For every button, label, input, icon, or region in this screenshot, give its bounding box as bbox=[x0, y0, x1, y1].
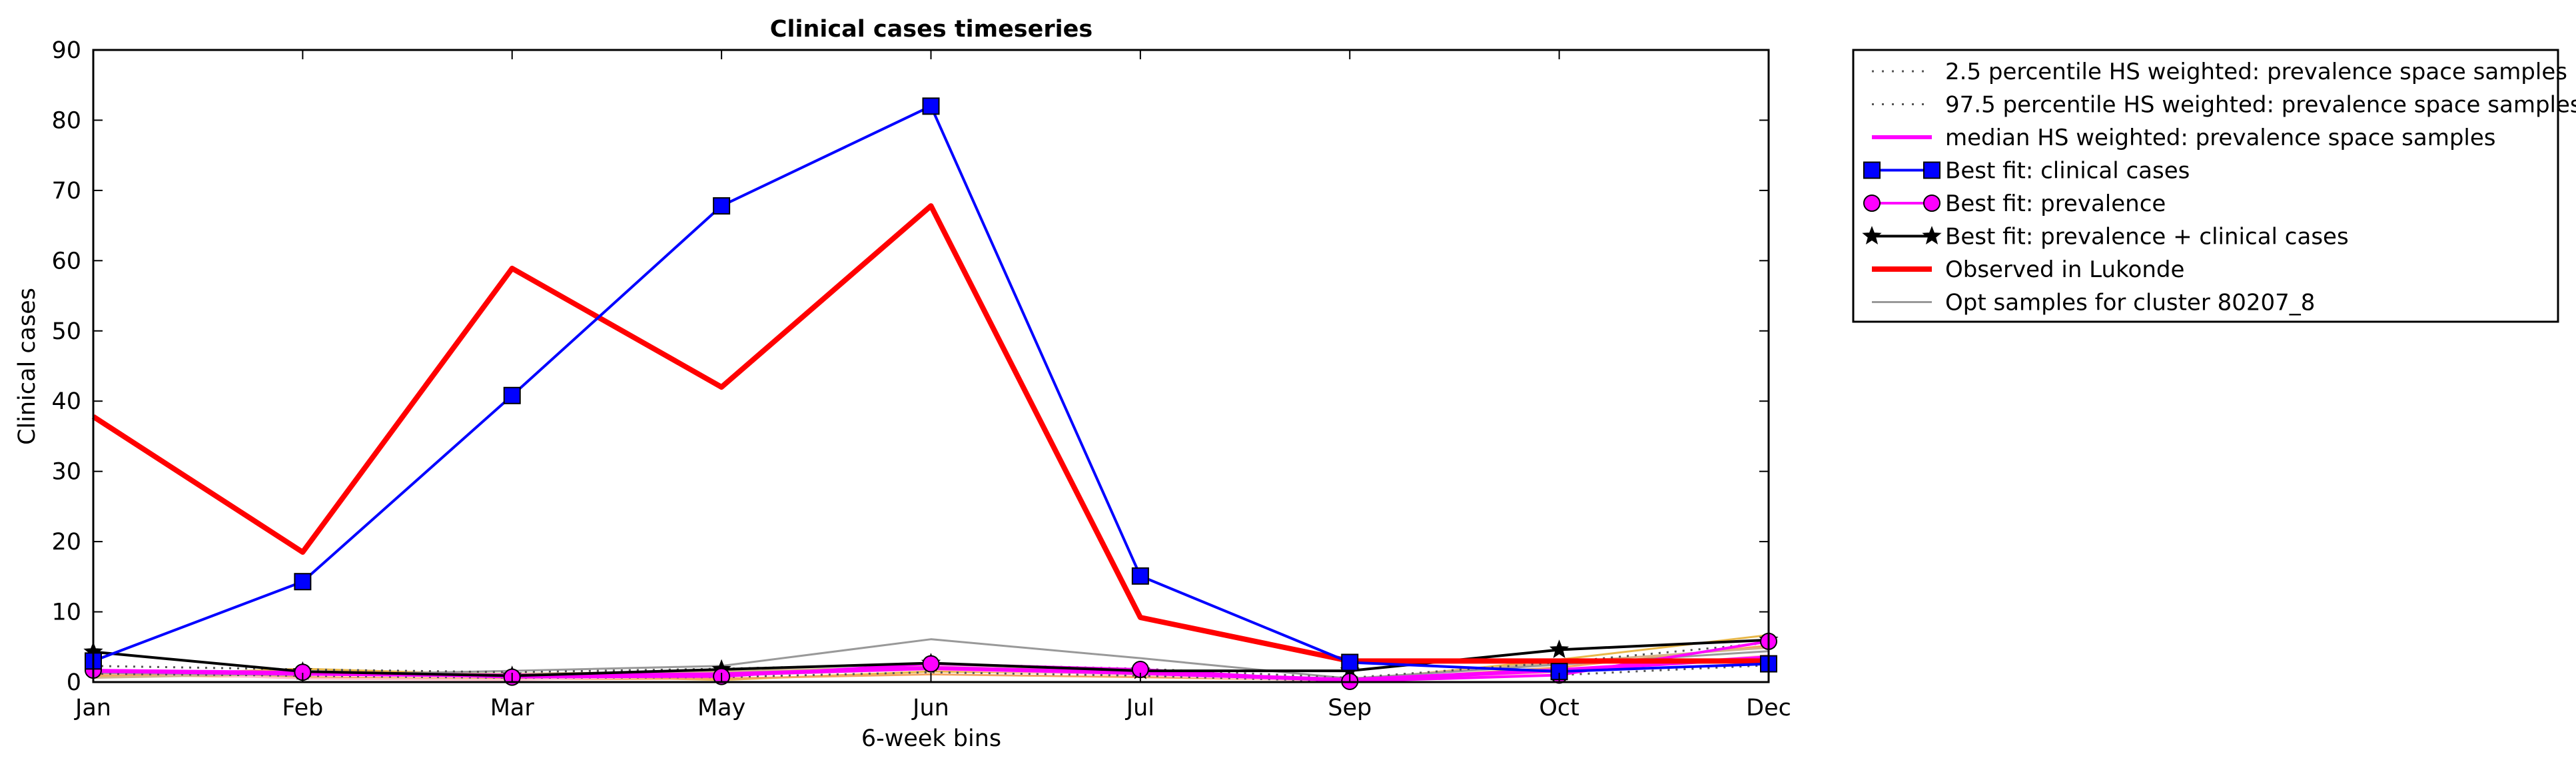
x-tick-label: Jun bbox=[911, 695, 949, 721]
series-point-3 bbox=[1341, 653, 1359, 671]
legend-box bbox=[1852, 49, 2559, 323]
legend-marker bbox=[1923, 194, 1940, 212]
series-line-6 bbox=[91, 203, 1769, 664]
x-tick-label: May bbox=[697, 695, 745, 721]
series-point-3 bbox=[503, 386, 521, 404]
series-markers bbox=[83, 97, 1779, 690]
chart-title: Clinical cases timeseries bbox=[770, 16, 1092, 43]
legend-label: 97.5 percentile HS weighted: prevalence … bbox=[1945, 92, 2576, 119]
legend-marker bbox=[1923, 161, 1940, 179]
legend-label: Opt samples for cluster 80207_8 bbox=[1945, 290, 2315, 316]
x-tick-label: Sep bbox=[1328, 695, 1372, 721]
series-point-3 bbox=[1131, 567, 1149, 585]
y-tick-label: 40 bbox=[51, 388, 81, 415]
x-tick-label: Mar bbox=[490, 695, 535, 721]
y-tick-label: 0 bbox=[67, 669, 81, 696]
x-tick-label: Jul bbox=[1125, 695, 1154, 721]
legend-label: Best fit: prevalence bbox=[1945, 191, 2166, 217]
y-axis-title: Clinical cases bbox=[14, 288, 41, 445]
legend: 2.5 percentile HS weighted: prevalence s… bbox=[1852, 49, 2576, 323]
y-tick-label: 30 bbox=[51, 459, 81, 486]
y-axis: 0 10 20 30 40 50 60 70 80 90 bbox=[51, 37, 1769, 696]
x-tick-label: Oct bbox=[1539, 695, 1579, 721]
legend-marker bbox=[1922, 226, 1942, 244]
legend-label: Best fit: prevalence + clinical cases bbox=[1945, 224, 2349, 250]
y-tick-label: 90 bbox=[51, 37, 81, 64]
y-tick-label: 70 bbox=[51, 178, 81, 204]
x-tick-label: Dec bbox=[1746, 695, 1791, 721]
legend-label: median HS weighted: prevalence space sam… bbox=[1945, 125, 2496, 151]
x-tick-label: Feb bbox=[282, 695, 323, 721]
y-tick-label: 50 bbox=[51, 318, 81, 345]
y-tick-label: 80 bbox=[51, 107, 81, 134]
legend-marker bbox=[1862, 226, 1882, 244]
y-tick-label: 20 bbox=[51, 529, 81, 556]
legend-label: Best fit: clinical cases bbox=[1945, 158, 2190, 185]
series-point-5 bbox=[1549, 639, 1569, 658]
legend-label: 2.5 percentile HS weighted: prevalence s… bbox=[1945, 59, 2567, 85]
y-tick-label: 10 bbox=[51, 599, 81, 626]
legend-marker bbox=[1863, 194, 1881, 212]
series-point-3 bbox=[922, 97, 940, 115]
series-point-3 bbox=[294, 573, 312, 591]
x-axis: Jan Feb Mar May Jun Jul Sep Oct Dec bbox=[74, 50, 1791, 721]
series-point-3 bbox=[713, 197, 731, 215]
y-tick-label: 60 bbox=[51, 248, 81, 274]
legend-label: Observed in Lukonde bbox=[1945, 256, 2184, 283]
legend-marker bbox=[1863, 161, 1881, 179]
series-point-4 bbox=[922, 655, 940, 673]
x-tick-label: Jan bbox=[74, 695, 111, 721]
x-axis-title: 6-week bins bbox=[861, 725, 1001, 752]
